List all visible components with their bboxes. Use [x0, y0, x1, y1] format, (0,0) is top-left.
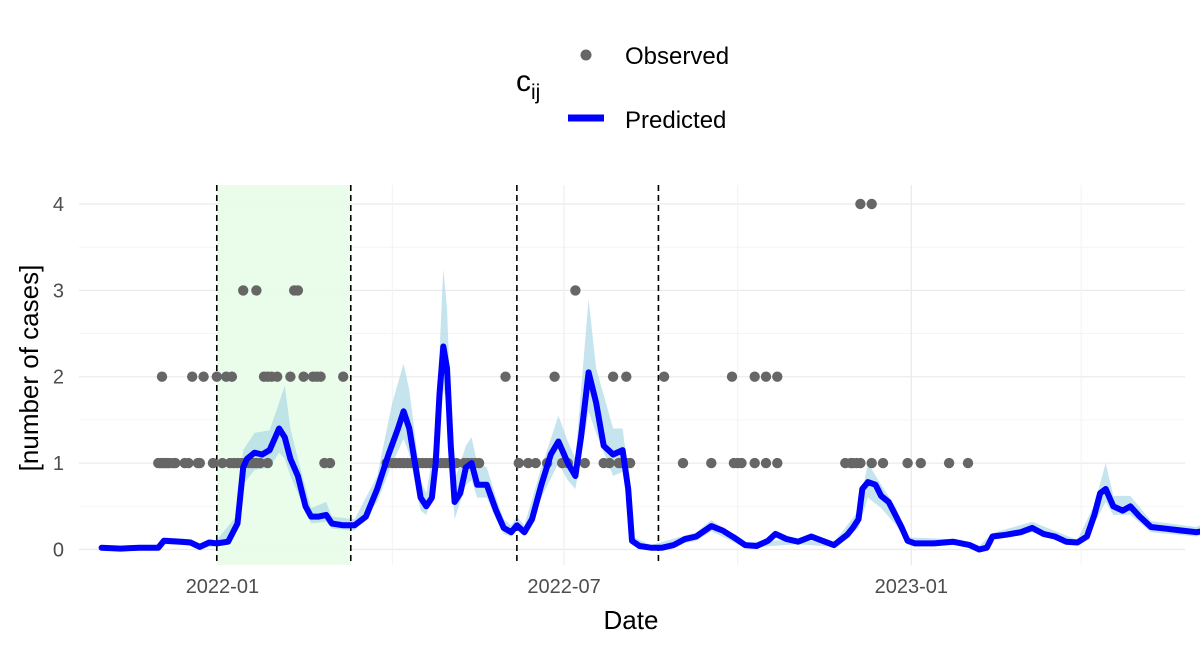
legend-observed-label: Observed: [625, 43, 729, 70]
observed-point: [523, 457, 534, 469]
observed-point: [315, 371, 326, 382]
observed-point: [194, 457, 205, 469]
observed-point: [513, 457, 524, 469]
observed-point: [772, 457, 783, 469]
legend-observed-key: [580, 49, 592, 61]
observed-point: [156, 371, 168, 382]
observed-point: [607, 371, 619, 382]
ribbon-area: [101, 268, 1200, 550]
observed-point: [866, 198, 877, 210]
observed-point: [749, 371, 760, 382]
legend-predicted-label: Predicted: [625, 107, 726, 134]
y-tick-label: 3: [53, 280, 64, 302]
observed-point: [198, 371, 209, 382]
observed-point: [217, 457, 228, 469]
observed-point: [736, 457, 747, 469]
observed-point: [902, 457, 913, 469]
y-tick-label: 4: [53, 194, 64, 216]
observed-point: [298, 371, 309, 382]
observed-point: [706, 457, 717, 469]
observed-point: [570, 285, 581, 296]
legend: cij Observed Predicted: [516, 43, 729, 134]
observed-point: [579, 457, 590, 469]
observed-point: [943, 457, 955, 469]
observed-point: [772, 371, 783, 382]
x-tick-label: 2022-07: [527, 576, 600, 598]
observed-point: [226, 371, 238, 382]
observed-point: [183, 457, 194, 469]
observed-point: [211, 371, 222, 382]
observed-point: [866, 457, 877, 469]
observed-point: [207, 457, 219, 469]
observed-point: [549, 371, 560, 382]
observed-point: [272, 371, 283, 382]
legend-title-sub: ij: [531, 81, 540, 104]
x-axis-title: Date: [604, 605, 659, 635]
observed-point: [760, 371, 772, 382]
observed-point: [915, 457, 926, 469]
observed-point: [658, 371, 670, 382]
observed-point: [604, 457, 615, 469]
observed-point: [855, 457, 866, 469]
observed-point: [292, 285, 304, 296]
x-tick-label: 2022-01: [186, 576, 259, 598]
observed-point: [749, 457, 760, 469]
observed-point: [877, 457, 889, 469]
predicted-series-line: [98, 343, 1200, 553]
observed-point: [760, 457, 772, 469]
observed-point: [238, 285, 249, 296]
observed-point: [726, 371, 738, 382]
prediction-interval-ribbon: [101, 268, 1200, 550]
observed-point: [251, 285, 262, 296]
observed-point: [500, 371, 511, 382]
observed-point: [255, 457, 266, 469]
legend-title-main: c: [516, 65, 531, 98]
y-tick-label: 0: [53, 540, 64, 562]
observed-point: [338, 371, 349, 382]
predicted-line: [98, 343, 1200, 553]
observed-point: [621, 371, 632, 382]
x-tick-label: 2023-01: [875, 576, 948, 598]
observed-point: [187, 371, 198, 382]
observed-point: [962, 457, 974, 469]
y-tick-label: 2: [53, 367, 64, 389]
y-axis-title: [number of cases]: [14, 265, 44, 472]
observed-point: [677, 457, 689, 469]
legend-title: cij: [516, 65, 540, 104]
observed-point: [262, 457, 273, 469]
observed-point: [530, 457, 541, 469]
observed-point: [324, 457, 336, 469]
observed-point: [855, 198, 866, 210]
y-tick-label: 1: [53, 453, 64, 475]
observed-point: [473, 457, 485, 469]
axes: 0 1 2 3 4 2022-01 2022-07 2023-01: [53, 194, 948, 598]
observed-point: [170, 457, 181, 469]
observed-point: [285, 371, 296, 382]
